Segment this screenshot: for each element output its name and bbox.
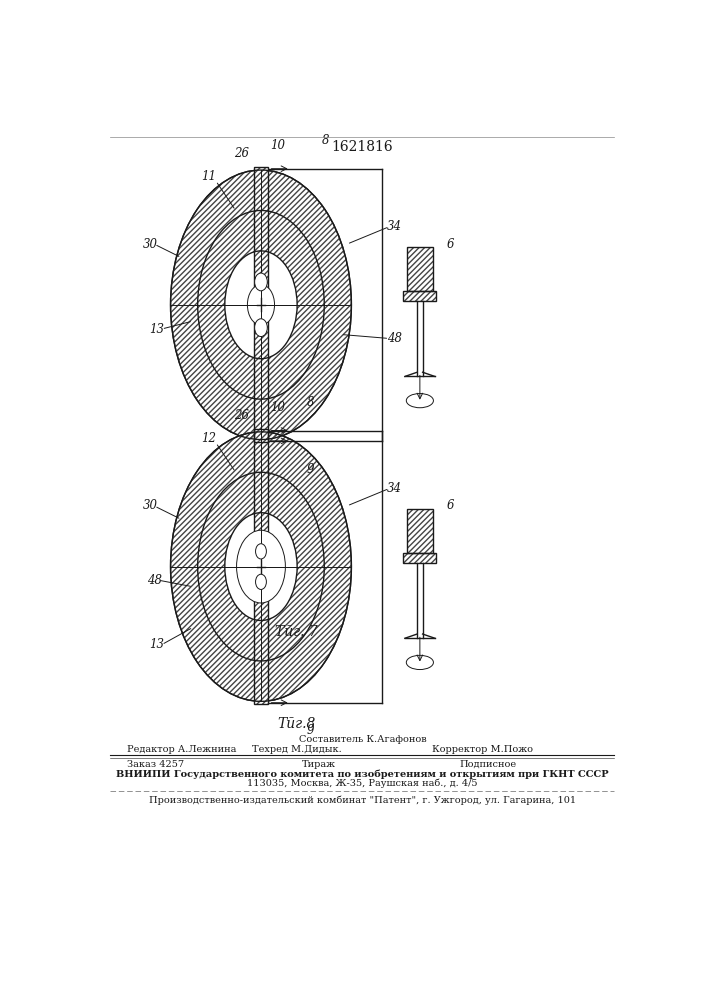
Bar [407, 247, 433, 291]
Ellipse shape [170, 432, 351, 701]
Text: 10: 10 [270, 139, 285, 152]
Text: 8: 8 [307, 396, 315, 409]
Text: 1621816: 1621816 [332, 140, 393, 154]
Ellipse shape [225, 251, 297, 359]
Text: Подписное: Подписное [460, 760, 517, 769]
Text: 6: 6 [446, 499, 454, 512]
Ellipse shape [198, 210, 325, 399]
Text: Редактор А.Лежнина: Редактор А.Лежнина [127, 745, 236, 754]
Text: 48: 48 [387, 332, 402, 345]
Bar [407, 247, 433, 291]
Bar [404, 553, 436, 563]
Bar [407, 509, 433, 553]
Bar [404, 553, 436, 563]
Text: Составитель К.Агафонов: Составитель К.Агафонов [298, 735, 426, 744]
Text: ВНИИПИ Государственного комитета по изобретениям и открытиям при ГКНТ СССР: ВНИИПИ Государственного комитета по изоб… [116, 770, 609, 779]
Text: Тираж: Тираж [301, 760, 336, 769]
Text: 34: 34 [387, 220, 402, 233]
Text: 12: 12 [201, 432, 216, 445]
Text: Производственно-издательский комбинат "Патент", г. Ужгород, ул. Гагарина, 101: Производственно-издательский комбинат "П… [148, 795, 576, 805]
Ellipse shape [237, 530, 286, 603]
Text: Корректор М.Пожо: Корректор М.Пожо [433, 745, 533, 754]
Text: 13: 13 [149, 638, 165, 651]
Bar [407, 509, 433, 553]
Ellipse shape [170, 170, 351, 440]
Bar [255, 167, 268, 442]
Bar [255, 429, 268, 704]
Text: 30: 30 [144, 499, 158, 512]
Bar [255, 167, 268, 442]
Ellipse shape [407, 394, 433, 408]
Bar [404, 291, 436, 301]
Bar [404, 553, 436, 563]
Circle shape [255, 574, 267, 589]
Ellipse shape [247, 285, 274, 325]
Text: 6: 6 [446, 238, 454, 251]
Circle shape [255, 319, 267, 337]
Text: 34: 34 [387, 482, 402, 495]
Text: 30: 30 [144, 238, 158, 251]
Text: 48: 48 [147, 574, 162, 587]
Bar [407, 509, 433, 553]
Bar [404, 291, 436, 301]
Circle shape [255, 273, 267, 291]
Text: 9: 9 [307, 724, 315, 737]
Ellipse shape [407, 655, 433, 670]
Text: 9: 9 [307, 463, 315, 476]
Text: 113035, Москва, Ж-35, Раушская наб., д. 4/5: 113035, Москва, Ж-35, Раушская наб., д. … [247, 779, 478, 788]
Text: 26: 26 [233, 409, 249, 422]
Text: 11: 11 [201, 170, 216, 183]
Ellipse shape [198, 472, 325, 661]
Ellipse shape [225, 513, 297, 620]
Bar [407, 247, 433, 291]
Ellipse shape [247, 546, 274, 587]
Text: 13: 13 [149, 323, 165, 336]
Bar [255, 429, 268, 704]
Text: Техред М.Дидык.: Техред М.Дидык. [252, 745, 341, 754]
Text: 8: 8 [322, 134, 329, 147]
Text: Заказ 4257: Заказ 4257 [127, 760, 184, 769]
Text: Τӣг. 7: Τӣг. 7 [275, 625, 318, 639]
Circle shape [255, 544, 267, 559]
Bar [255, 167, 268, 442]
Bar [255, 429, 268, 704]
Bar [404, 291, 436, 301]
Text: 26: 26 [233, 147, 249, 160]
Text: Τӣг.8: Τӣг.8 [277, 717, 316, 731]
Text: 10: 10 [270, 401, 285, 414]
